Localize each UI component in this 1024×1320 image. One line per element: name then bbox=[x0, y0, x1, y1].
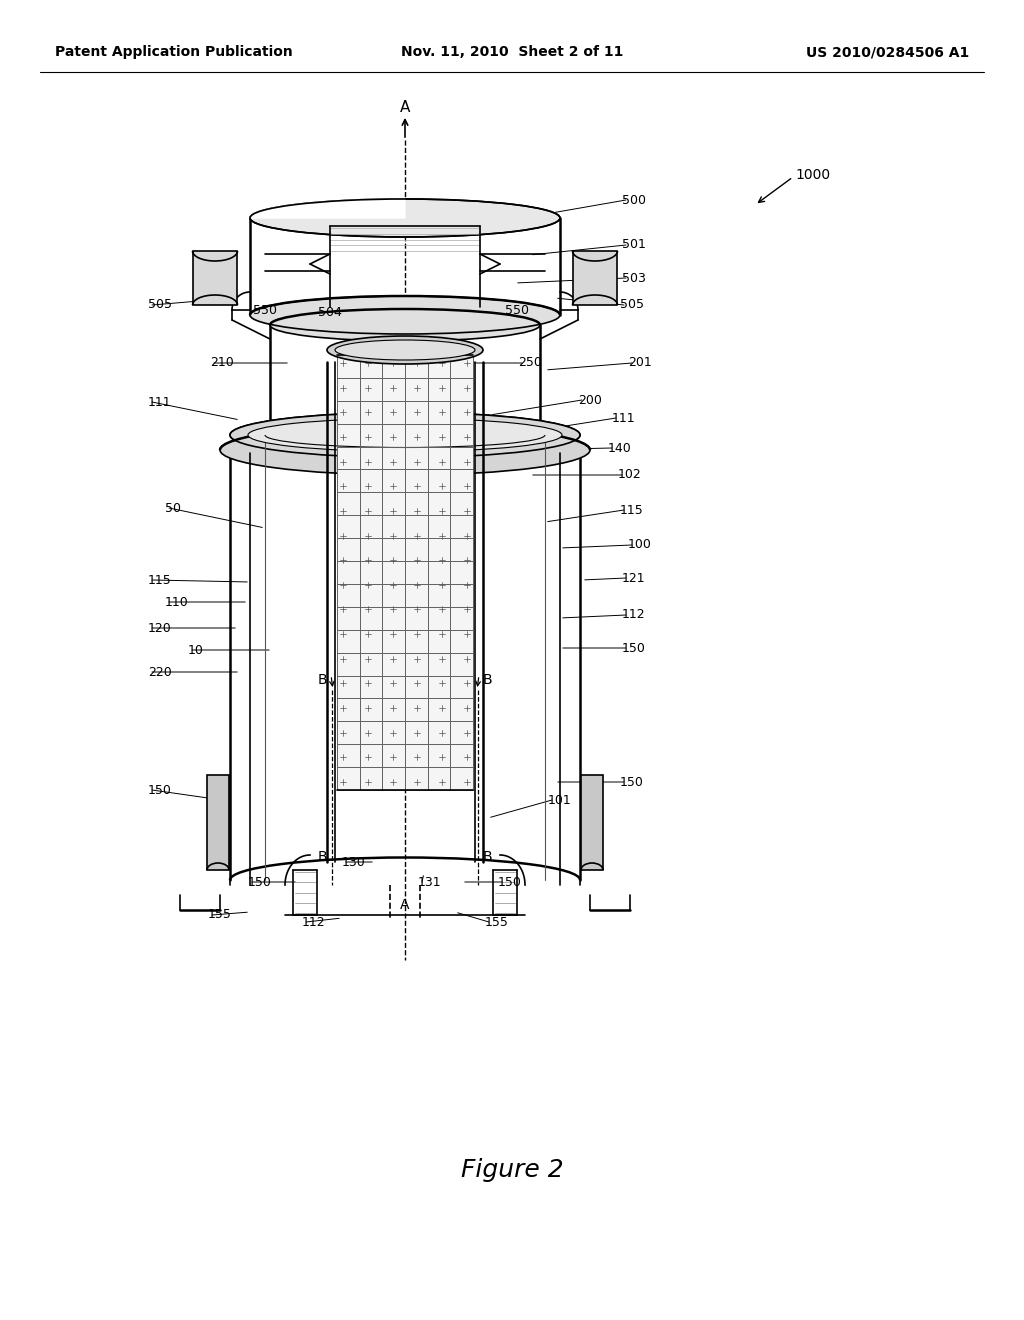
Text: 155: 155 bbox=[485, 916, 509, 928]
Text: 10: 10 bbox=[188, 644, 204, 656]
Ellipse shape bbox=[250, 199, 560, 238]
Text: 110: 110 bbox=[165, 595, 188, 609]
Text: 150: 150 bbox=[622, 642, 646, 655]
Text: 101: 101 bbox=[548, 793, 571, 807]
Text: 200: 200 bbox=[578, 393, 602, 407]
Bar bbox=[337, 355, 473, 789]
Text: 130: 130 bbox=[342, 855, 366, 869]
Text: 500: 500 bbox=[622, 194, 646, 206]
Text: B: B bbox=[483, 673, 493, 686]
Text: 550: 550 bbox=[505, 304, 529, 317]
Text: 112: 112 bbox=[622, 609, 645, 622]
Ellipse shape bbox=[248, 418, 562, 451]
Text: 111: 111 bbox=[148, 396, 172, 408]
Polygon shape bbox=[250, 199, 406, 218]
Text: US 2010/0284506 A1: US 2010/0284506 A1 bbox=[806, 45, 969, 59]
Text: 1000: 1000 bbox=[795, 168, 830, 182]
Text: 501: 501 bbox=[622, 239, 646, 252]
Text: 150: 150 bbox=[620, 776, 644, 788]
Text: 150: 150 bbox=[248, 875, 272, 888]
Ellipse shape bbox=[250, 296, 560, 334]
Text: A: A bbox=[399, 99, 411, 115]
Text: 100: 100 bbox=[628, 539, 652, 552]
Text: B: B bbox=[317, 673, 327, 686]
Text: 111: 111 bbox=[612, 412, 636, 425]
Text: 505: 505 bbox=[148, 298, 172, 312]
Text: 220: 220 bbox=[148, 665, 172, 678]
Text: B: B bbox=[317, 850, 327, 865]
Text: 550: 550 bbox=[253, 304, 278, 317]
Polygon shape bbox=[207, 775, 229, 870]
Polygon shape bbox=[573, 251, 617, 305]
Ellipse shape bbox=[230, 412, 580, 458]
Ellipse shape bbox=[270, 309, 540, 341]
Text: 201: 201 bbox=[628, 356, 651, 370]
Text: 131: 131 bbox=[418, 875, 441, 888]
Text: 121: 121 bbox=[622, 572, 645, 585]
Text: 112: 112 bbox=[302, 916, 326, 928]
Text: 504: 504 bbox=[318, 305, 342, 318]
Text: 115: 115 bbox=[620, 503, 644, 516]
Text: 50: 50 bbox=[165, 502, 181, 515]
Ellipse shape bbox=[327, 337, 483, 364]
Text: 250: 250 bbox=[518, 356, 542, 370]
Text: Patent Application Publication: Patent Application Publication bbox=[55, 45, 293, 59]
Text: 115: 115 bbox=[148, 573, 172, 586]
Ellipse shape bbox=[220, 425, 590, 475]
Text: 155: 155 bbox=[208, 908, 231, 921]
Text: 150: 150 bbox=[498, 875, 522, 888]
Text: A: A bbox=[400, 898, 410, 912]
Polygon shape bbox=[581, 775, 603, 870]
Text: 210: 210 bbox=[210, 356, 233, 370]
Polygon shape bbox=[193, 251, 237, 305]
Text: 102: 102 bbox=[618, 469, 642, 482]
Text: 120: 120 bbox=[148, 622, 172, 635]
Ellipse shape bbox=[335, 341, 475, 360]
Text: Nov. 11, 2010  Sheet 2 of 11: Nov. 11, 2010 Sheet 2 of 11 bbox=[400, 45, 624, 59]
Text: 150: 150 bbox=[148, 784, 172, 796]
Text: Figure 2: Figure 2 bbox=[461, 1158, 563, 1181]
Ellipse shape bbox=[230, 412, 580, 458]
Text: 140: 140 bbox=[608, 441, 632, 454]
Text: 503: 503 bbox=[622, 272, 646, 285]
Text: 505: 505 bbox=[620, 298, 644, 312]
Text: B: B bbox=[483, 850, 493, 865]
